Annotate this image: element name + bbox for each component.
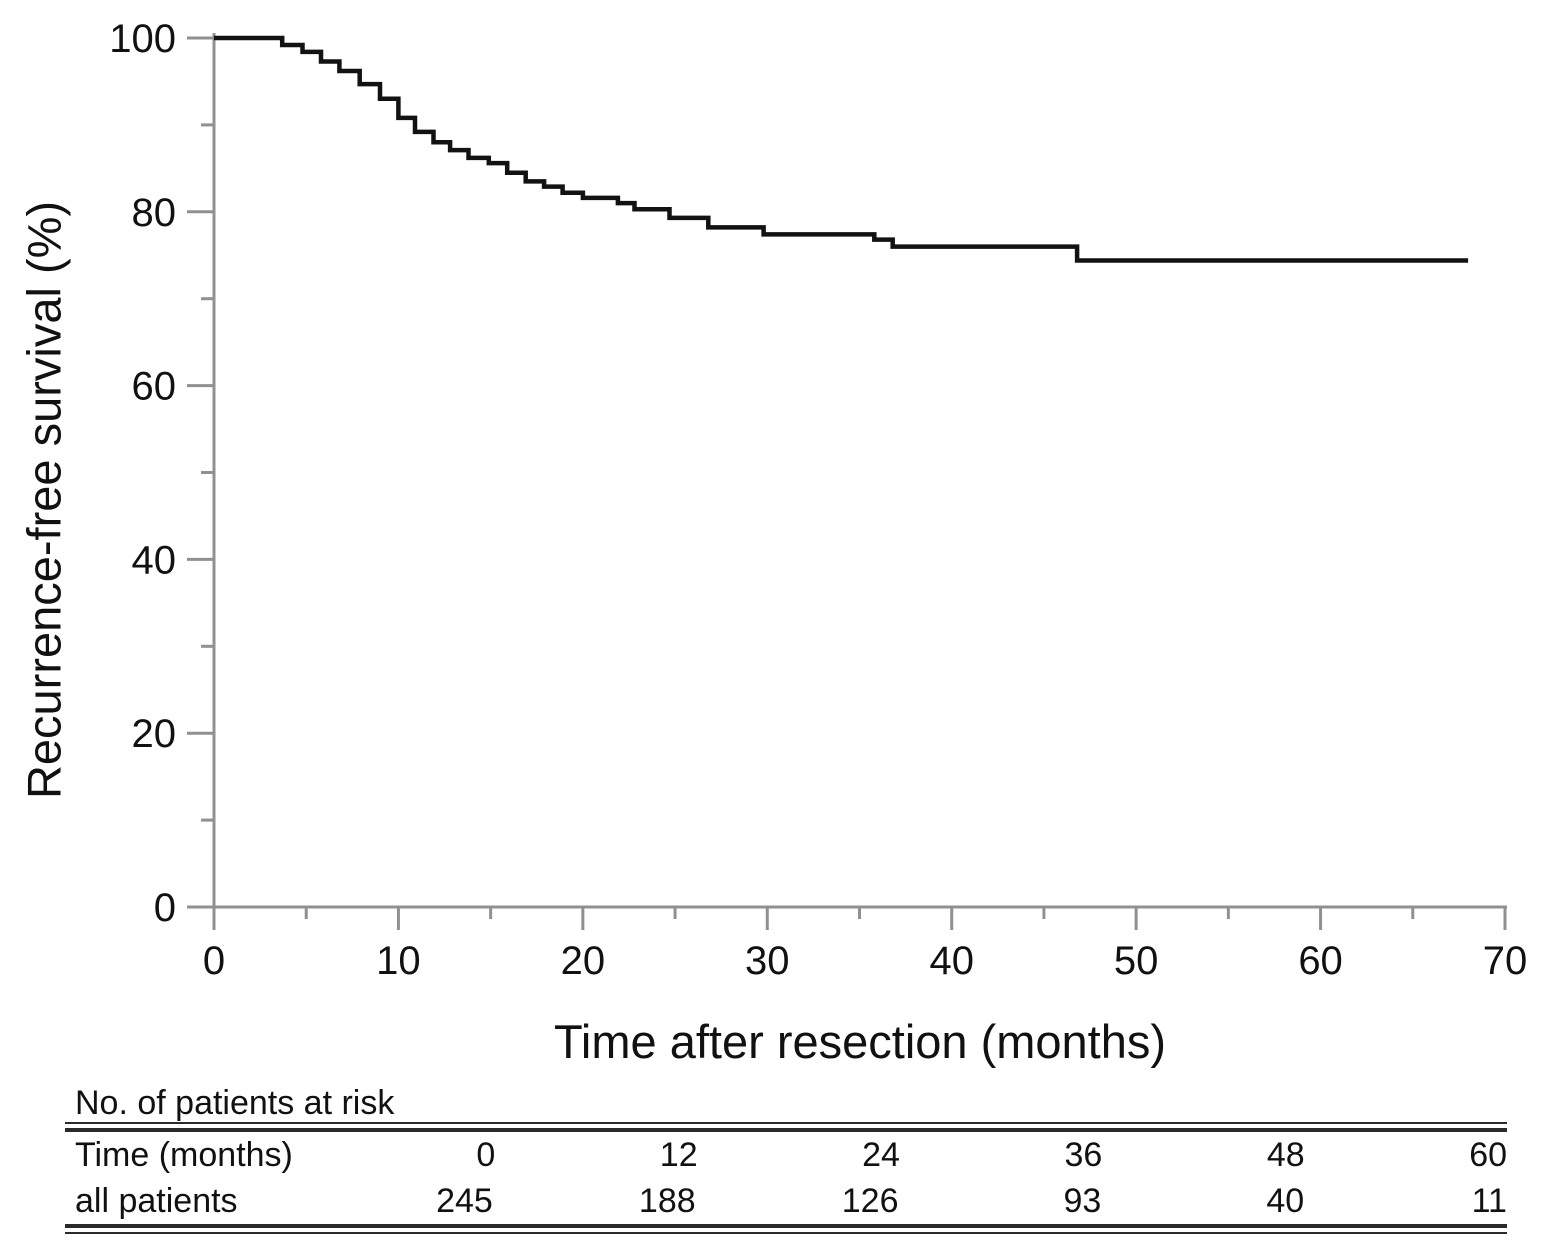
y-tick-label: 40 bbox=[132, 538, 177, 582]
risk-count-value: 11 bbox=[1471, 1181, 1507, 1220]
risk-time-value: 48 bbox=[1266, 1135, 1305, 1174]
risk-time-value: 24 bbox=[862, 1135, 900, 1174]
risk-table-time-row: Time (months) 0 12 24 36 48 60 bbox=[65, 1132, 1507, 1178]
risk-time-value: 12 bbox=[659, 1135, 698, 1174]
x-tick-label: 0 bbox=[203, 939, 225, 983]
risk-table-title: No. of patients at risk bbox=[75, 1084, 395, 1122]
km-curve bbox=[214, 35, 1469, 263]
y-tick-label: 80 bbox=[132, 191, 177, 235]
y-axis-title: Recurrence-free survival (%) bbox=[17, 200, 71, 800]
risk-count-value: 40 bbox=[1266, 1181, 1305, 1220]
risk-table: No. of patients at risk Time (months) 0 … bbox=[65, 1086, 1507, 1234]
risk-time-value: 36 bbox=[1064, 1135, 1103, 1174]
x-tick-label: 20 bbox=[561, 939, 606, 983]
x-axis-title: Time after resection (months) bbox=[553, 1015, 1167, 1068]
x-tick-label: 10 bbox=[376, 939, 421, 983]
risk-table-bottom-rule-thin bbox=[65, 1232, 1507, 1234]
risk-count-value: 126 bbox=[841, 1181, 899, 1220]
risk-time-value: 60 bbox=[1469, 1135, 1508, 1174]
risk-count-value: 188 bbox=[638, 1181, 696, 1220]
x-tick-label: 30 bbox=[745, 939, 790, 983]
x-tick-label: 60 bbox=[1298, 939, 1343, 983]
risk-patients-row-label: all patients bbox=[75, 1181, 238, 1220]
risk-table-patients-row: all patients 245 188 126 93 40 11 bbox=[65, 1178, 1507, 1224]
y-tick-label: 0 bbox=[154, 886, 176, 930]
risk-table-top-rule-thick bbox=[65, 1128, 1507, 1132]
y-tick-label: 100 bbox=[109, 17, 176, 61]
risk-time-value: 0 bbox=[476, 1135, 496, 1174]
x-tick-label: 40 bbox=[929, 939, 974, 983]
x-tick-label: 70 bbox=[1483, 939, 1528, 983]
risk-time-row-label: Time (months) bbox=[75, 1135, 293, 1174]
risk-table-top-rule-thin bbox=[65, 1122, 1507, 1124]
y-tick-label: 20 bbox=[132, 712, 177, 756]
x-tick-label: 50 bbox=[1114, 939, 1159, 983]
risk-count-value: 245 bbox=[436, 1181, 493, 1220]
y-tick-label: 60 bbox=[132, 365, 177, 409]
risk-count-value: 93 bbox=[1063, 1181, 1102, 1220]
km-plot: 0 10 20 30 40 50 60 70 0 20 40 60 80 100 bbox=[109, 17, 1528, 983]
risk-table-bottom-rule-thick bbox=[65, 1224, 1507, 1228]
